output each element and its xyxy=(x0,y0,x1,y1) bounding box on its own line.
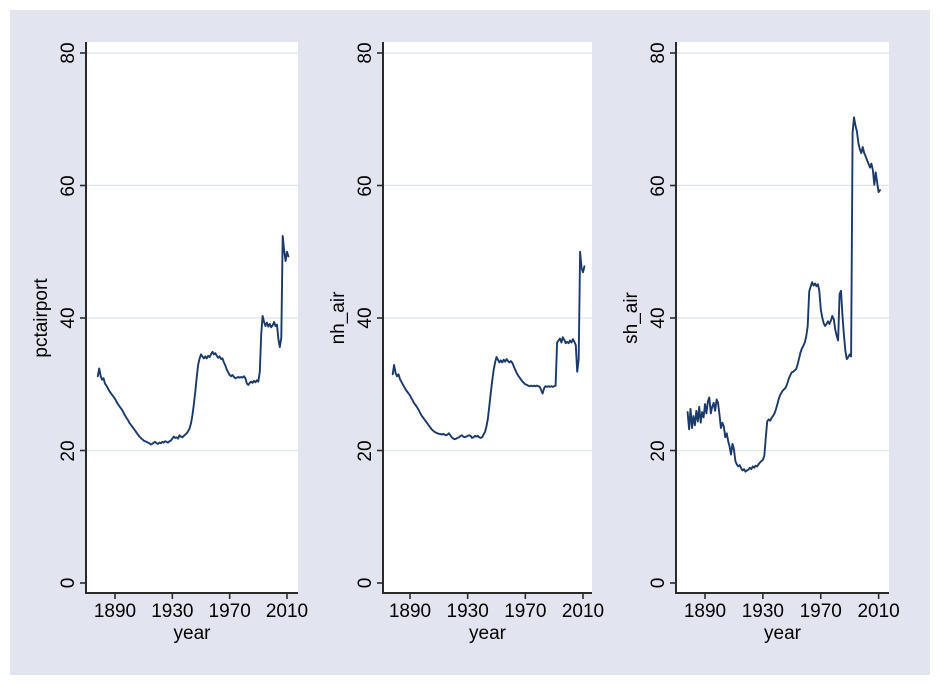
y-tick-label-60: 60 xyxy=(355,174,376,197)
y-axis-title-sh-air: sh_air xyxy=(621,291,642,344)
series-line-pctairport xyxy=(96,234,290,446)
x-tick-label-1970: 1970 xyxy=(799,601,842,622)
x-axis-title-year-panel2: year xyxy=(469,623,506,644)
y-tick-label-20: 20 xyxy=(648,439,669,462)
x-tick-label-1890: 1890 xyxy=(388,601,432,622)
y-tick-label-40: 40 xyxy=(355,307,376,329)
y-axis-title-pctairport: pctairport xyxy=(31,277,52,358)
y-tick-label-20: 20 xyxy=(58,439,79,462)
x-tick-label-1970: 1970 xyxy=(208,601,251,622)
y-tick-label-60: 60 xyxy=(58,174,79,197)
y-tick-label-0: 0 xyxy=(355,577,376,589)
x-tick-label-1930: 1930 xyxy=(741,601,785,622)
y-tick-label-60: 60 xyxy=(648,174,669,197)
x-tick-label-2010: 2010 xyxy=(265,601,309,622)
y-tick-label-80: 80 xyxy=(355,42,376,64)
x-tick-label-1970: 1970 xyxy=(504,601,547,622)
series-line-nh_air xyxy=(391,250,586,441)
x-tick-label-1930: 1930 xyxy=(446,601,489,622)
y-tick-label-20: 20 xyxy=(355,439,376,462)
x-tick-label-2010: 2010 xyxy=(857,601,900,622)
series-line-sh_air xyxy=(686,116,882,473)
y-tick-label-80: 80 xyxy=(648,42,669,64)
x-tick-label-2010: 2010 xyxy=(561,601,605,622)
y-tick-label-0: 0 xyxy=(58,577,79,589)
x-tick-label-1930: 1930 xyxy=(151,601,194,622)
x-axis-title-year-panel1: year xyxy=(173,623,211,644)
x-axis-title-year-panel3: year xyxy=(764,623,801,644)
y-tick-label-40: 40 xyxy=(648,307,669,329)
x-tick-label-1890: 1890 xyxy=(93,601,137,622)
y-tick-label-0: 0 xyxy=(648,577,669,589)
y-axis-title-nh-air: nh_air xyxy=(328,291,349,344)
y-tick-label-40: 40 xyxy=(58,307,79,329)
x-tick-label-1890: 1890 xyxy=(683,601,727,622)
y-tick-label-80: 80 xyxy=(58,42,79,64)
